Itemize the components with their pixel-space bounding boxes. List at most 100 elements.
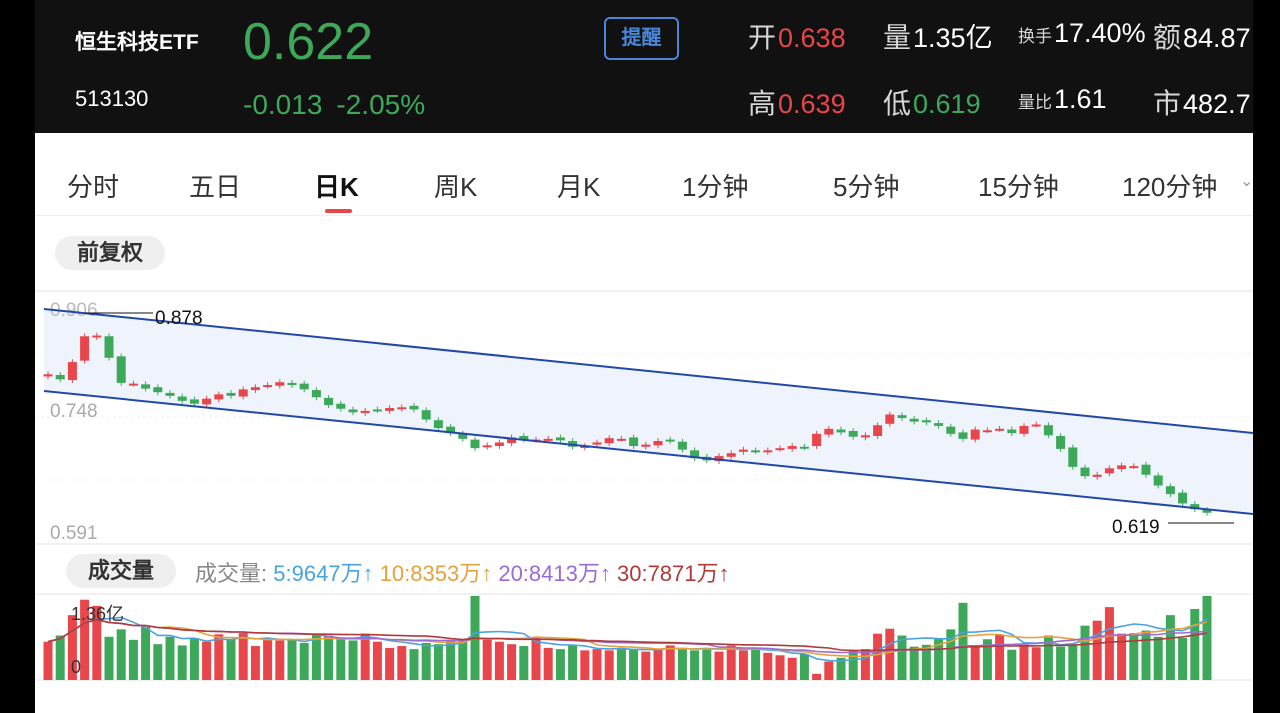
volume-ma-legend: 成交量: 5:9647万↑ 10:8353万↑ 20:8413万↑ 30:787… (195, 556, 730, 588)
tab-1min[interactable]: 1分钟 (682, 172, 749, 202)
candle-body (299, 383, 309, 390)
candle-body (970, 429, 980, 440)
candle-body (263, 385, 273, 388)
tab-daily-k[interactable]: 日K (314, 172, 359, 202)
candle-body (275, 382, 285, 386)
candle-body (433, 420, 443, 429)
candle-body (543, 438, 553, 441)
volume-bar (616, 647, 626, 680)
volume-bar (934, 638, 944, 680)
y-tick-bottom: 0.591 (50, 523, 98, 544)
volume-indicator-button[interactable]: 成交量 (66, 554, 177, 588)
volume-bar (848, 650, 858, 680)
volume-bar (1153, 636, 1163, 680)
candle-body (385, 408, 395, 411)
volume-bars (43, 596, 1212, 680)
candle-body (897, 415, 907, 419)
candle-body (677, 441, 687, 450)
y-tick-mid: 0.748 (50, 401, 98, 422)
stock-name: 恒生科技ETF (75, 31, 199, 54)
candle-body (787, 446, 797, 449)
tab-intraday[interactable]: 分时 (67, 172, 120, 202)
volume-bar (1056, 646, 1066, 680)
candle-body (799, 446, 809, 449)
ma30-legend: 30:7871万↑ (616, 561, 730, 586)
candle-body (250, 387, 260, 391)
channel-lower-line (43, 390, 1253, 515)
candle-body (470, 439, 480, 449)
volume-value: 1.35亿 (913, 23, 993, 53)
volume-chart[interactable]: 1.36亿 0 (35, 593, 1253, 703)
volume-bar (812, 673, 822, 680)
candle-body (775, 448, 785, 451)
volume-bar (1092, 620, 1102, 680)
volume-bar (580, 650, 590, 680)
tab-weekly-k[interactable]: 周K (434, 172, 478, 202)
open-value: 0.638 (778, 23, 846, 53)
candle-body (397, 407, 407, 410)
alert-button[interactable]: 提醒 (604, 17, 679, 60)
volume-bar (1190, 608, 1200, 680)
candle-body (885, 414, 895, 424)
candle-body (982, 430, 992, 433)
volume-bar (568, 645, 578, 680)
amount-value: 84.87 (1183, 23, 1251, 53)
volume-bar (702, 649, 712, 680)
candle-body (1178, 492, 1188, 504)
open-label: 开 (748, 22, 777, 53)
candle-body (995, 428, 1005, 431)
volume-bar (946, 629, 956, 680)
volume-bar (263, 638, 273, 680)
volume-bar (214, 634, 224, 680)
candle-body (824, 428, 834, 435)
volume-bar (543, 647, 553, 680)
tab-five-day[interactable]: 五日 (189, 172, 242, 202)
tab-15min[interactable]: 15分钟 (978, 172, 1059, 202)
volume-bar (799, 654, 809, 680)
high-label: 高 (748, 88, 777, 119)
active-tab-indicator (325, 209, 352, 213)
candle-body (336, 403, 346, 409)
volume-bar (128, 639, 138, 680)
tab-monthly-k[interactable]: 月K (557, 172, 601, 202)
volume-bar (275, 640, 285, 680)
stock-code: 513130 (75, 86, 149, 111)
app-window: 恒生科技ETF 513130 0.622 -0.013 -2.05% 提醒 开0.… (35, 0, 1253, 713)
candle-body (812, 433, 822, 447)
tab-120min[interactable]: 120分钟 (1122, 172, 1218, 202)
tab-5min[interactable]: 5分钟 (833, 172, 900, 202)
volume-bar (141, 626, 151, 680)
volume-y-tick-top: 1.36亿 (71, 604, 124, 624)
volume-bar (1165, 615, 1175, 680)
candle-body (92, 335, 102, 338)
volume-bar (751, 649, 761, 680)
volume-bar (1202, 596, 1212, 680)
kline-chart[interactable]: 0.906 0.748 0.591 0.878 0.619 (35, 290, 1253, 555)
volume-bar (1080, 625, 1090, 680)
candle-body (1141, 464, 1151, 475)
volume-bar (116, 629, 126, 680)
volume-bar (555, 649, 565, 680)
candle-body (860, 435, 870, 438)
volume-ma-line (47, 618, 1208, 652)
stat-high: 高0.639 (748, 82, 846, 122)
volume-bar (397, 646, 407, 680)
volume-bar (958, 602, 968, 680)
stat-amount: 额84.87 (1153, 16, 1251, 56)
volume-bar (360, 633, 370, 680)
volume-bar (446, 640, 456, 680)
adjust-button[interactable]: 前复权 (55, 236, 166, 270)
chevron-down-icon[interactable]: ⌄ (1240, 173, 1253, 190)
volume-bar (860, 649, 870, 680)
candle-body (1080, 467, 1090, 477)
volume-bar (311, 633, 321, 680)
volume-bar (885, 628, 895, 680)
volume-bar (177, 645, 187, 680)
volume-bar (604, 650, 614, 680)
volume-bar (458, 639, 468, 680)
stat-vol-ratio: 量比1.61 (1018, 84, 1107, 115)
volume-bar (385, 647, 395, 680)
volume-bar (1141, 630, 1151, 680)
candle-body (604, 438, 614, 444)
candle-body (1153, 475, 1163, 486)
